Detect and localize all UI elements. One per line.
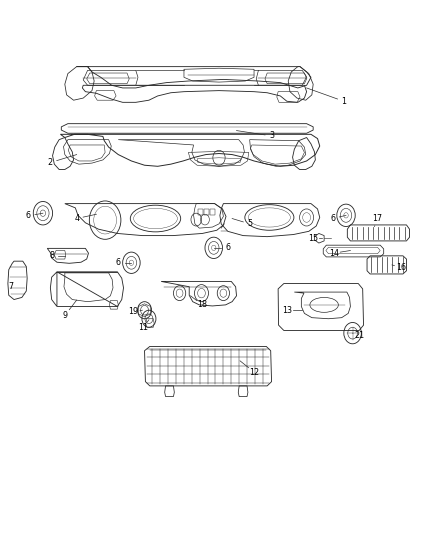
Text: 19: 19 (128, 308, 139, 316)
Text: 6: 6 (116, 259, 121, 267)
Text: 2: 2 (48, 158, 53, 167)
Text: 1: 1 (341, 97, 346, 106)
Text: 16: 16 (396, 263, 406, 272)
Text: 13: 13 (282, 306, 292, 314)
Text: 14: 14 (329, 249, 339, 257)
Text: 8: 8 (49, 252, 54, 260)
Text: 5: 5 (247, 220, 252, 228)
Text: 15: 15 (307, 234, 318, 243)
Text: 4: 4 (74, 214, 79, 223)
Text: 11: 11 (138, 324, 148, 332)
Text: 17: 17 (372, 214, 383, 223)
Text: 18: 18 (198, 301, 207, 309)
Text: 6: 6 (26, 212, 31, 220)
Text: 21: 21 (354, 332, 364, 340)
Text: 6: 6 (330, 214, 336, 223)
Text: 3: 3 (269, 132, 274, 140)
Text: 9: 9 (62, 311, 67, 320)
Text: 6: 6 (225, 244, 230, 252)
Text: 12: 12 (249, 368, 259, 376)
Text: 7: 7 (8, 282, 14, 291)
